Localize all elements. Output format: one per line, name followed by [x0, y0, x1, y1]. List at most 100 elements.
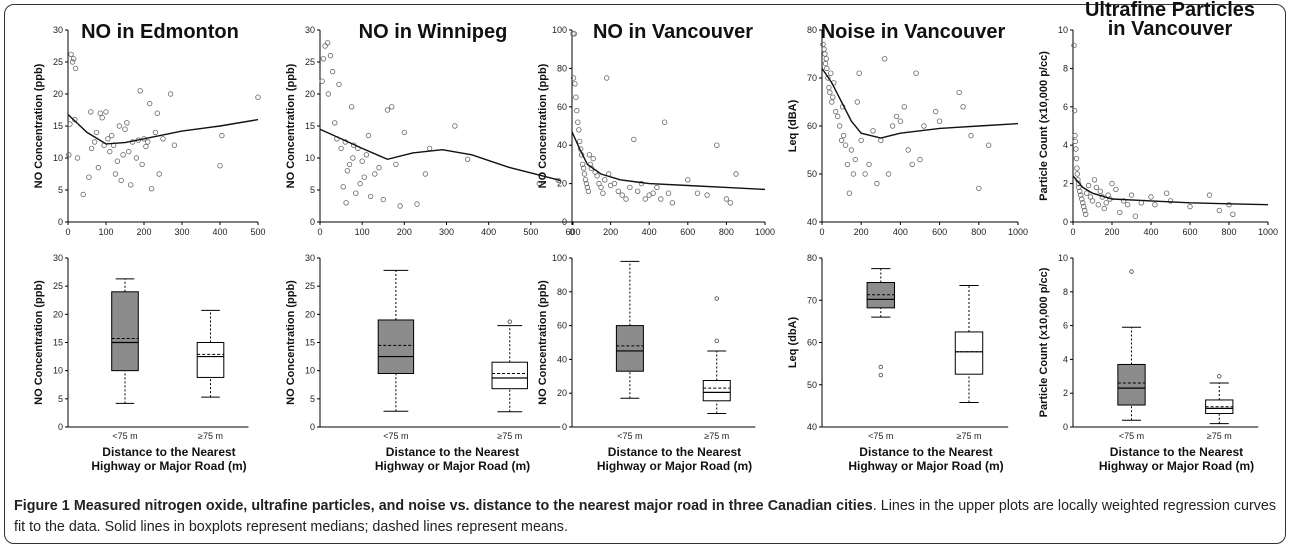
x-axis-label-line2: Highway or Major Road (m)	[91, 459, 246, 473]
y-tick-label: 6	[1063, 321, 1068, 331]
data-point	[139, 161, 145, 168]
data-point	[1080, 200, 1086, 206]
data-point	[733, 171, 739, 177]
x-tick-label: ≥75 m	[497, 431, 522, 441]
y-tick-label: 80	[557, 63, 567, 73]
y-axis-label: NO Concentration (ppb)	[285, 280, 297, 405]
y-tick-label: 40	[807, 422, 817, 432]
iqr-box	[866, 282, 896, 309]
x-tick-label: 100	[355, 227, 370, 237]
data-point	[905, 147, 911, 153]
x-tick-label: <75 m	[112, 431, 137, 441]
data-point	[874, 180, 880, 187]
y-tick-label: 10	[305, 153, 315, 163]
data-point	[217, 162, 223, 169]
y-tick-label: 30	[305, 25, 315, 35]
data-point	[320, 56, 327, 62]
x-tick-label: 200	[603, 227, 618, 237]
loess-curve	[1072, 175, 1269, 206]
data-point	[72, 65, 79, 72]
y-axis-label: Particle Count (x10,000 p/cc)	[1038, 51, 1050, 201]
y-axis-label: NO Concentration (ppb)	[537, 280, 549, 405]
data-point	[324, 40, 331, 46]
y-tick-label: 70	[807, 73, 817, 83]
box-far	[702, 296, 731, 414]
y-tick-label: 80	[807, 253, 817, 263]
data-point	[572, 81, 578, 87]
y-tick-label: 2	[1063, 388, 1068, 398]
data-point	[107, 148, 113, 155]
y-tick-label: 20	[305, 89, 315, 99]
data-point	[829, 99, 835, 105]
y-axis-label: NO Concentration (ppb)	[33, 280, 45, 405]
outlier-point	[507, 319, 512, 324]
y-tick-label: 0	[310, 422, 315, 432]
data-point	[88, 109, 94, 115]
y-tick-label: 70	[807, 295, 817, 305]
data-point	[66, 152, 72, 158]
data-point	[336, 81, 342, 88]
data-point	[576, 127, 582, 133]
data-point	[1073, 146, 1079, 152]
loess-curve	[67, 113, 259, 145]
y-tick-label: 2	[1063, 179, 1068, 189]
x-tick-label: 400	[481, 227, 496, 237]
data-point	[828, 70, 834, 76]
data-point	[86, 174, 92, 180]
outlier-point	[878, 372, 883, 378]
data-point	[1071, 107, 1078, 114]
data-point	[1163, 190, 1170, 196]
data-point	[836, 123, 843, 129]
data-point	[897, 118, 904, 124]
data-point	[573, 94, 579, 100]
data-point	[604, 75, 610, 81]
y-axis-label: Particle Count (x10,000 p/cc)	[1038, 267, 1050, 417]
iqr-box	[702, 380, 731, 402]
x-tick-label: <75 m	[617, 431, 642, 441]
y-tick-label: 10	[1058, 253, 1068, 263]
y-tick-label: 50	[807, 380, 817, 390]
data-point	[901, 104, 907, 110]
x-tick-label: 500	[250, 227, 265, 237]
y-tick-label: 20	[53, 89, 63, 99]
y-tick-label: 20	[557, 179, 567, 189]
data-point	[638, 180, 645, 187]
scatter-panel-4: Ultrafine Particles in Vancouver 0 2 4 6 8 10 0 2…	[1038, 0, 1278, 237]
data-point	[825, 75, 831, 81]
data-point	[669, 200, 676, 206]
data-point	[985, 142, 992, 148]
data-point	[852, 156, 858, 163]
y-tick-label: 60	[807, 121, 817, 131]
data-point	[634, 188, 641, 194]
data-point	[583, 180, 590, 187]
iqr-box	[954, 331, 984, 375]
data-point	[685, 177, 691, 183]
data-point	[332, 120, 338, 126]
outlier-point	[714, 338, 719, 344]
data-point	[348, 104, 355, 110]
loess-curve	[821, 68, 1019, 139]
y-tick-label: 25	[305, 57, 315, 67]
data-point	[830, 94, 836, 100]
data-point	[654, 184, 660, 191]
iqr-box	[1205, 399, 1234, 414]
data-point	[255, 94, 261, 100]
data-point	[842, 142, 849, 148]
data-point	[579, 161, 586, 168]
data-point	[1081, 207, 1088, 214]
iqr-box	[196, 342, 225, 378]
y-tick-label: 100	[552, 253, 567, 263]
data-point	[133, 155, 140, 161]
data-point	[376, 164, 382, 171]
data-point	[631, 136, 637, 143]
boxplot-panel-3: 40 50 60 70 80 Leq (dbA) <75 m ≥75 m Distance to…	[787, 253, 1009, 473]
data-point	[346, 161, 353, 168]
data-point	[156, 171, 162, 177]
box-near	[866, 268, 896, 378]
data-point	[422, 171, 429, 177]
x-axis-label-line2: Highway or Major Road (m)	[375, 459, 530, 473]
caption-title: Measured nitrogen oxide, ultrafine parti…	[73, 498, 873, 514]
y-tick-label: 4	[1063, 354, 1068, 364]
